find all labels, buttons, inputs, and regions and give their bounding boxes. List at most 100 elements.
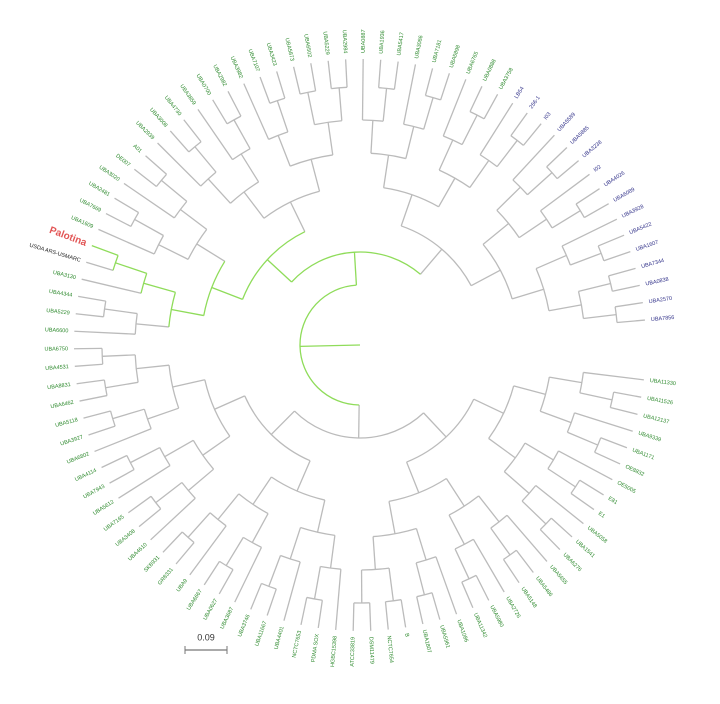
branch-arc bbox=[314, 120, 342, 126]
branch bbox=[603, 250, 631, 262]
branch bbox=[134, 218, 164, 237]
branch-arc bbox=[150, 495, 162, 510]
branch bbox=[276, 100, 289, 133]
branch bbox=[268, 555, 282, 587]
branch-arc bbox=[263, 190, 320, 219]
branch-arc bbox=[204, 379, 231, 437]
branch-arc bbox=[320, 565, 341, 570]
branch bbox=[608, 267, 636, 277]
branch-arc bbox=[188, 141, 202, 153]
branch bbox=[583, 313, 617, 320]
branch bbox=[512, 134, 555, 181]
branch-arc bbox=[181, 531, 195, 544]
leaf-label: USDA ARS-USMARC bbox=[29, 243, 82, 264]
branch bbox=[203, 561, 221, 586]
branch-arc bbox=[187, 228, 208, 260]
leaf-label: OE8832 bbox=[624, 464, 645, 478]
branch bbox=[506, 514, 548, 562]
branch-arc bbox=[140, 273, 148, 294]
branch bbox=[327, 60, 332, 89]
branch bbox=[400, 599, 407, 628]
leaf-label: UBA1609 bbox=[70, 215, 94, 230]
branch bbox=[579, 479, 604, 496]
leaf-label: UBA1086 bbox=[455, 619, 469, 643]
branch-arc bbox=[577, 291, 585, 319]
branch bbox=[296, 460, 311, 492]
branch bbox=[558, 450, 613, 481]
branch bbox=[461, 581, 474, 609]
leaf-label: UBA0627 bbox=[202, 598, 219, 621]
branch-arc bbox=[438, 169, 471, 189]
leaf-label: UBA6089 bbox=[613, 187, 636, 204]
branch-arc bbox=[403, 123, 424, 130]
branch bbox=[378, 59, 382, 88]
branch bbox=[475, 575, 490, 601]
branch bbox=[405, 461, 420, 493]
branch bbox=[227, 90, 242, 117]
branch bbox=[567, 431, 599, 446]
branch bbox=[300, 344, 361, 348]
branch bbox=[310, 63, 317, 91]
branch bbox=[86, 261, 114, 271]
branch-arc bbox=[378, 87, 395, 90]
branch bbox=[307, 92, 316, 125]
branch-arc bbox=[143, 409, 152, 429]
branch-arc bbox=[539, 377, 550, 412]
branch bbox=[289, 201, 306, 232]
leaf-label: UBA6750 bbox=[44, 346, 68, 352]
branch bbox=[442, 79, 467, 137]
branch bbox=[483, 93, 499, 120]
branch bbox=[179, 208, 208, 230]
branch bbox=[469, 86, 483, 112]
branch bbox=[561, 218, 618, 247]
branch bbox=[574, 412, 633, 432]
branch bbox=[74, 330, 136, 335]
branch bbox=[550, 517, 573, 538]
branch bbox=[266, 588, 277, 616]
branch bbox=[548, 304, 582, 312]
leaf-label: UBA4531 bbox=[45, 364, 69, 372]
branch-arc bbox=[416, 556, 437, 564]
branch bbox=[183, 119, 202, 143]
leaf-label: I02 bbox=[593, 164, 603, 173]
leaf-label: UBA1936 bbox=[379, 30, 387, 54]
branch bbox=[101, 454, 128, 469]
branch bbox=[440, 73, 451, 101]
scale-bar-label: 0.09 bbox=[197, 632, 215, 642]
branch bbox=[135, 323, 169, 328]
branch bbox=[415, 528, 427, 561]
branch bbox=[310, 159, 321, 192]
branch bbox=[613, 391, 642, 398]
branch bbox=[133, 168, 157, 187]
branch bbox=[243, 191, 265, 219]
branch-arc bbox=[597, 245, 605, 261]
branch bbox=[503, 471, 530, 494]
leaf-label: UBA4114 bbox=[74, 468, 97, 483]
branch-arc bbox=[512, 179, 528, 196]
branch bbox=[187, 512, 211, 538]
branch bbox=[472, 538, 505, 593]
branch bbox=[454, 548, 470, 580]
leaf-label: UBA2481 bbox=[87, 181, 110, 198]
leaf-label: UBA7856 bbox=[651, 315, 675, 323]
branch bbox=[94, 428, 152, 453]
leaf-label: I03 bbox=[543, 112, 552, 122]
branch-arc bbox=[479, 154, 498, 168]
branch bbox=[225, 537, 244, 566]
leaf-label: UBA5058 bbox=[586, 525, 608, 544]
branch bbox=[289, 527, 302, 560]
branch bbox=[175, 542, 195, 565]
branch bbox=[369, 602, 372, 631]
leaf-label: ATCC33819 bbox=[350, 637, 357, 667]
branch bbox=[388, 568, 394, 601]
branch-arc bbox=[579, 372, 584, 393]
branch bbox=[578, 282, 611, 293]
branch bbox=[74, 363, 103, 367]
branch bbox=[212, 99, 228, 125]
branch bbox=[91, 245, 119, 256]
branch bbox=[207, 178, 231, 204]
branch bbox=[547, 468, 576, 488]
leaf-label: UBA3423 bbox=[265, 42, 278, 66]
branch bbox=[382, 88, 388, 122]
